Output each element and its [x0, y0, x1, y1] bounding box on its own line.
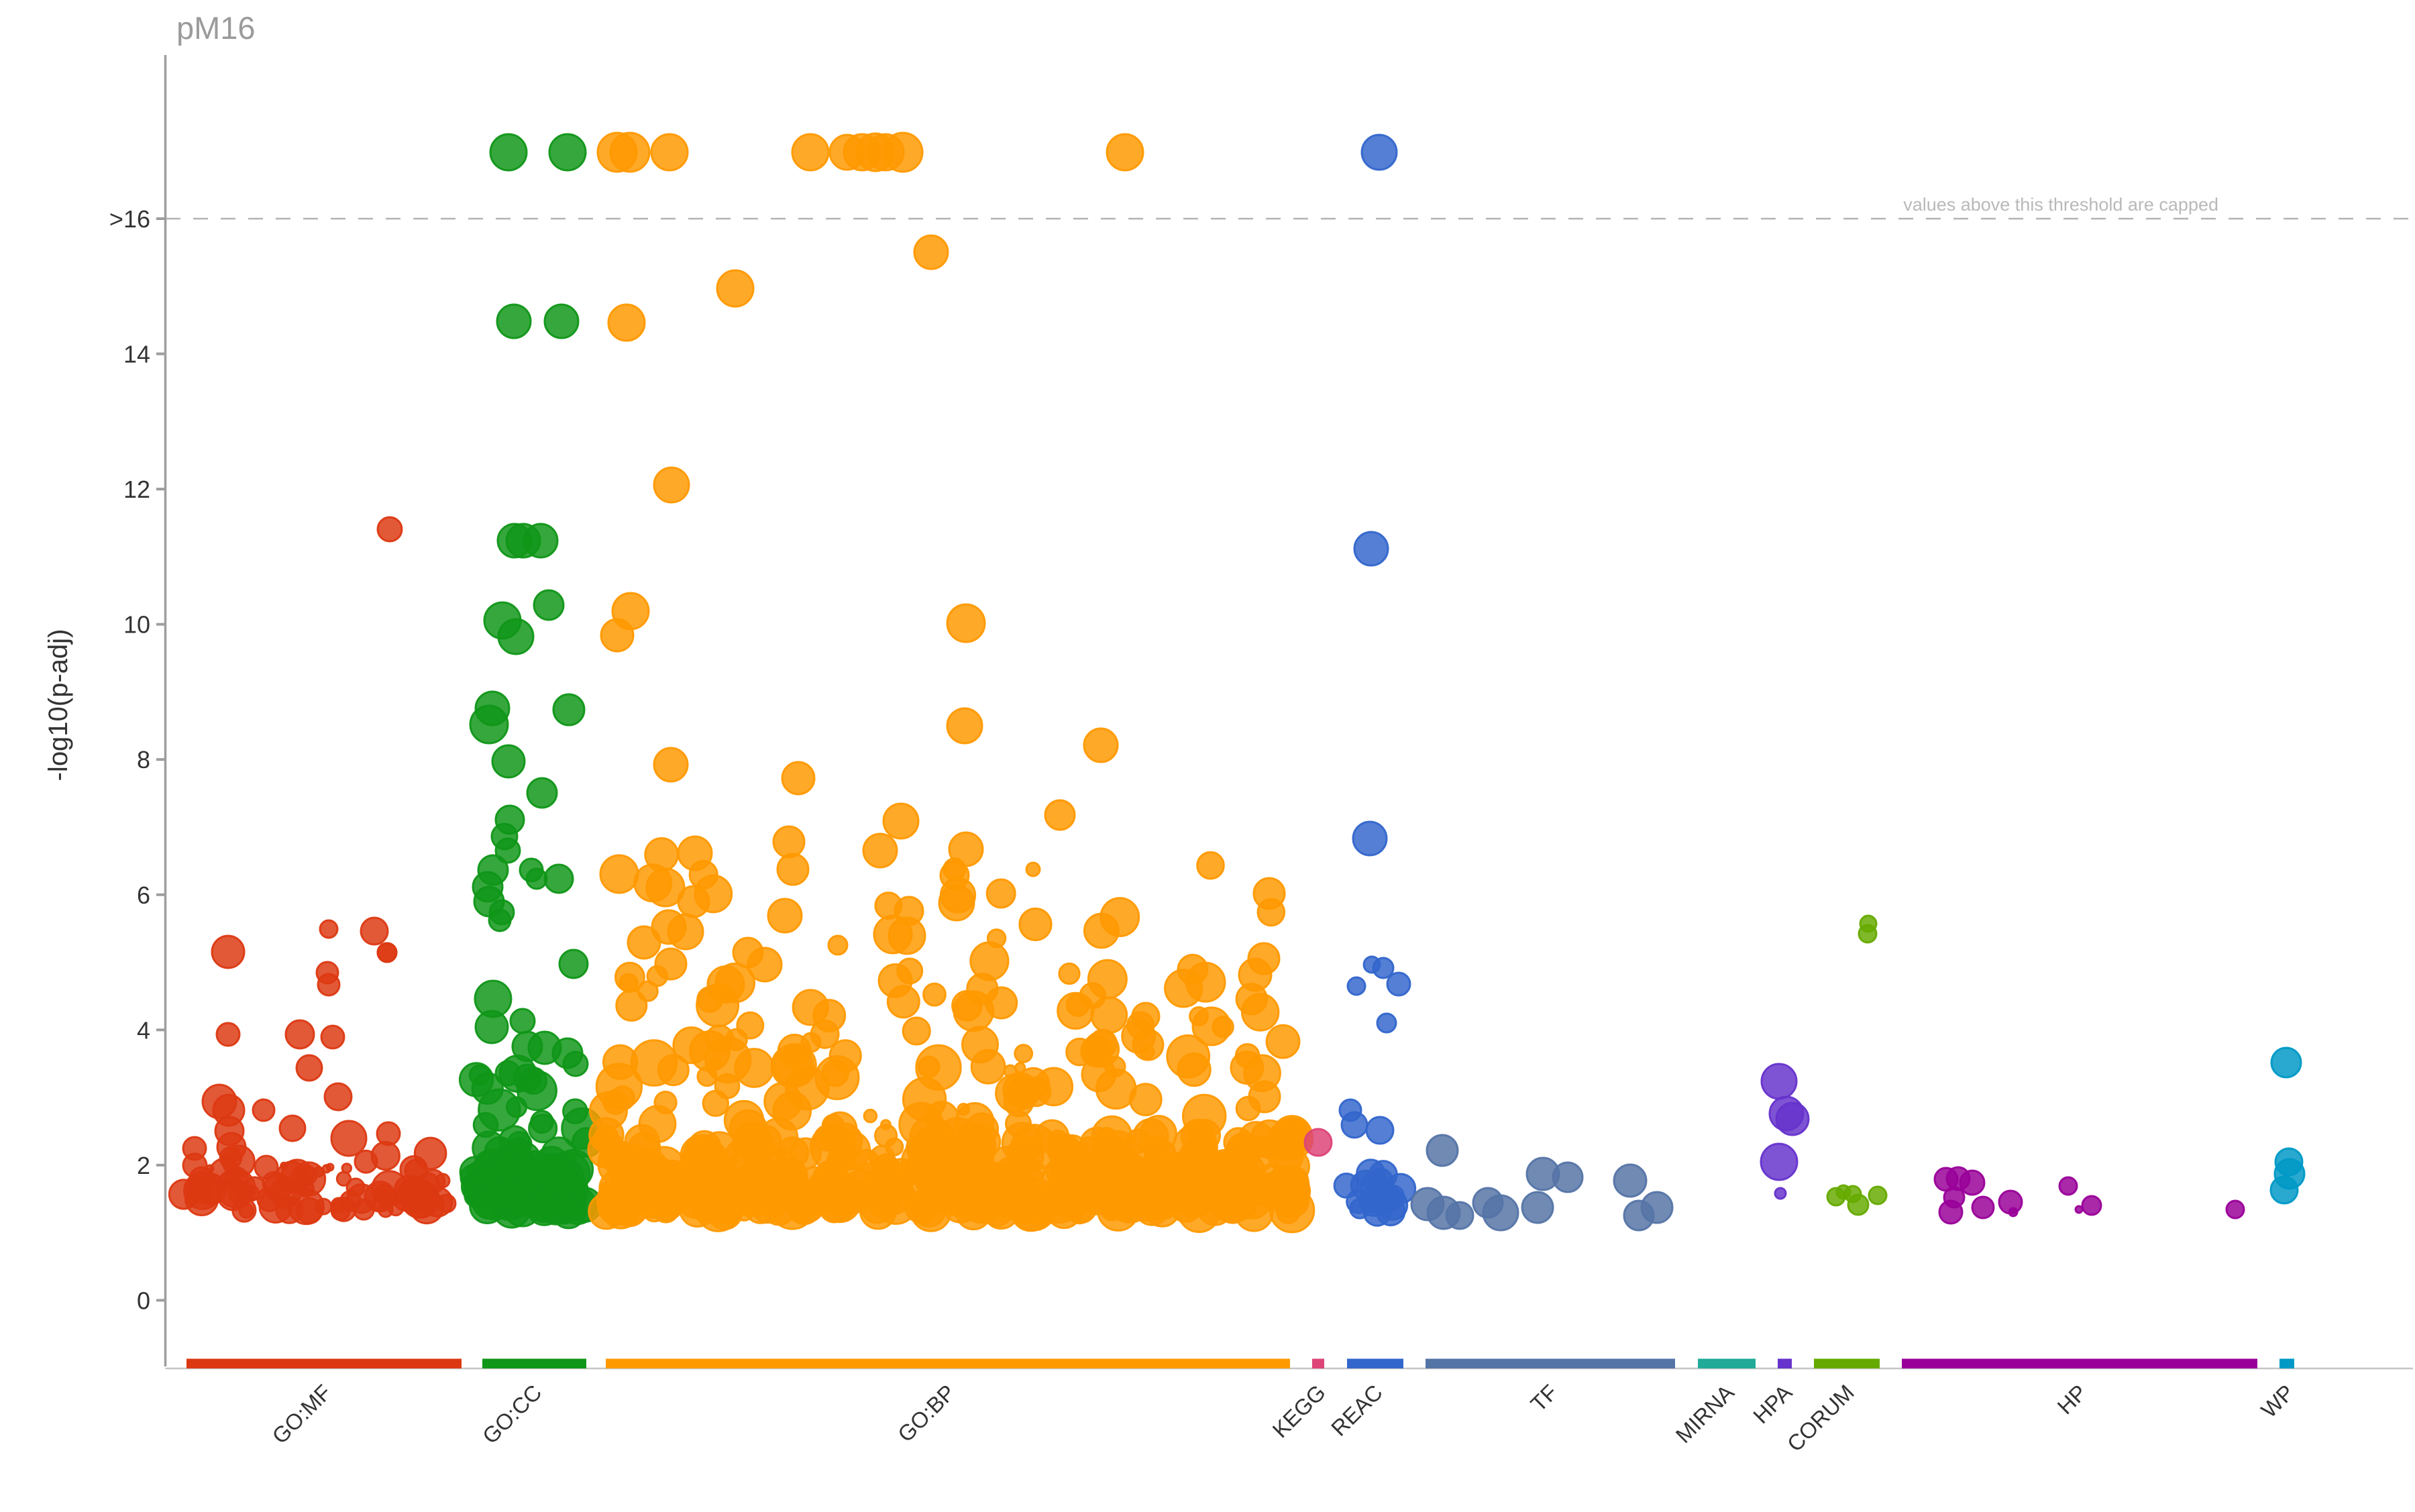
svg-text:12: 12: [123, 476, 150, 503]
svg-text:>16: >16: [109, 205, 150, 233]
svg-text:values above this threshold ar: values above this threshold are capped: [1903, 195, 2218, 215]
svg-text:2: 2: [137, 1152, 150, 1179]
svg-text:6: 6: [137, 881, 150, 909]
svg-text:10: 10: [123, 611, 150, 639]
svg-text:pM16: pM16: [176, 10, 256, 46]
svg-text:-log10(p-adj): -log10(p-adj): [44, 629, 73, 781]
svg-text:0: 0: [137, 1287, 150, 1314]
svg-text:8: 8: [137, 746, 150, 773]
svg-text:4: 4: [137, 1016, 150, 1044]
svg-text:14: 14: [123, 341, 150, 368]
